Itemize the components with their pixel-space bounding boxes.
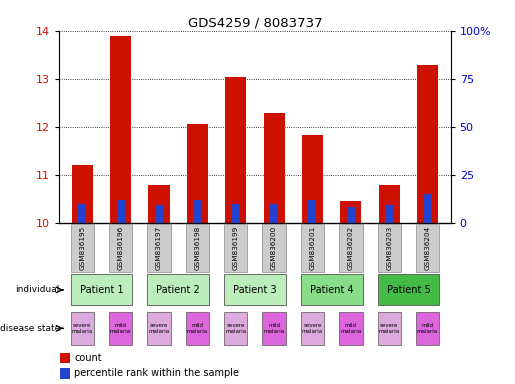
Bar bbox=[424, 194, 432, 223]
Text: GSM836198: GSM836198 bbox=[194, 225, 200, 270]
Text: GSM836196: GSM836196 bbox=[117, 225, 124, 270]
Bar bbox=[264, 113, 285, 223]
Text: GSM836200: GSM836200 bbox=[271, 225, 277, 270]
FancyBboxPatch shape bbox=[186, 224, 209, 271]
FancyBboxPatch shape bbox=[339, 224, 363, 271]
Text: mild
malaria: mild malaria bbox=[417, 323, 438, 334]
FancyBboxPatch shape bbox=[301, 224, 324, 271]
Bar bbox=[417, 65, 438, 223]
FancyBboxPatch shape bbox=[224, 224, 247, 271]
FancyBboxPatch shape bbox=[71, 312, 94, 344]
Bar bbox=[193, 200, 201, 223]
FancyBboxPatch shape bbox=[147, 312, 170, 344]
Text: severe
malaria: severe malaria bbox=[148, 323, 169, 334]
Text: Patient 4: Patient 4 bbox=[310, 285, 353, 295]
Bar bbox=[225, 77, 246, 223]
FancyBboxPatch shape bbox=[109, 312, 132, 344]
Text: mild
malaria: mild malaria bbox=[264, 323, 285, 334]
Text: mild
malaria: mild malaria bbox=[110, 323, 131, 334]
Text: GSM836204: GSM836204 bbox=[424, 225, 431, 270]
FancyBboxPatch shape bbox=[339, 312, 363, 344]
Bar bbox=[110, 36, 131, 223]
Bar bbox=[270, 204, 278, 223]
Text: severe
malaria: severe malaria bbox=[379, 323, 400, 334]
Text: GSM836199: GSM836199 bbox=[233, 225, 239, 270]
Bar bbox=[116, 200, 125, 223]
FancyBboxPatch shape bbox=[377, 274, 439, 306]
Text: Patient 3: Patient 3 bbox=[233, 285, 277, 295]
FancyBboxPatch shape bbox=[416, 224, 439, 271]
Bar bbox=[187, 124, 208, 223]
FancyBboxPatch shape bbox=[224, 274, 286, 306]
Text: GSM836195: GSM836195 bbox=[79, 225, 85, 270]
FancyBboxPatch shape bbox=[416, 312, 439, 344]
FancyBboxPatch shape bbox=[301, 274, 363, 306]
Bar bbox=[340, 201, 362, 223]
FancyBboxPatch shape bbox=[71, 224, 94, 271]
FancyBboxPatch shape bbox=[147, 274, 209, 306]
FancyBboxPatch shape bbox=[109, 224, 132, 271]
FancyBboxPatch shape bbox=[377, 312, 401, 344]
Bar bbox=[78, 204, 86, 223]
FancyBboxPatch shape bbox=[301, 312, 324, 344]
Bar bbox=[379, 185, 400, 223]
Text: count: count bbox=[74, 353, 102, 363]
Bar bbox=[148, 185, 169, 223]
Text: GSM836197: GSM836197 bbox=[156, 225, 162, 270]
Text: percentile rank within the sample: percentile rank within the sample bbox=[74, 368, 239, 378]
Text: mild
malaria: mild malaria bbox=[340, 323, 362, 334]
Bar bbox=[302, 135, 323, 223]
FancyBboxPatch shape bbox=[147, 224, 170, 271]
Bar bbox=[385, 205, 393, 223]
Text: severe
malaria: severe malaria bbox=[302, 323, 323, 334]
Title: GDS4259 / 8083737: GDS4259 / 8083737 bbox=[187, 17, 322, 30]
FancyBboxPatch shape bbox=[224, 312, 247, 344]
FancyBboxPatch shape bbox=[377, 224, 401, 271]
Text: severe
malaria: severe malaria bbox=[225, 323, 246, 334]
Bar bbox=[155, 205, 163, 223]
Bar bbox=[60, 353, 70, 363]
Text: Patient 1: Patient 1 bbox=[80, 285, 123, 295]
Text: Patient 5: Patient 5 bbox=[387, 285, 431, 295]
Text: disease state: disease state bbox=[0, 324, 60, 333]
FancyBboxPatch shape bbox=[186, 312, 209, 344]
Bar bbox=[308, 200, 317, 223]
FancyBboxPatch shape bbox=[263, 224, 286, 271]
Text: GSM836202: GSM836202 bbox=[348, 225, 354, 270]
Text: mild
malaria: mild malaria bbox=[187, 323, 208, 334]
FancyBboxPatch shape bbox=[263, 312, 286, 344]
Bar bbox=[60, 368, 70, 379]
Text: Patient 2: Patient 2 bbox=[157, 285, 200, 295]
Text: severe
malaria: severe malaria bbox=[72, 323, 93, 334]
Bar bbox=[72, 165, 93, 223]
FancyBboxPatch shape bbox=[71, 274, 132, 306]
Text: individual: individual bbox=[15, 285, 60, 295]
Bar bbox=[347, 207, 355, 223]
Bar bbox=[232, 204, 240, 223]
Text: GSM836203: GSM836203 bbox=[386, 225, 392, 270]
Text: GSM836201: GSM836201 bbox=[310, 225, 316, 270]
